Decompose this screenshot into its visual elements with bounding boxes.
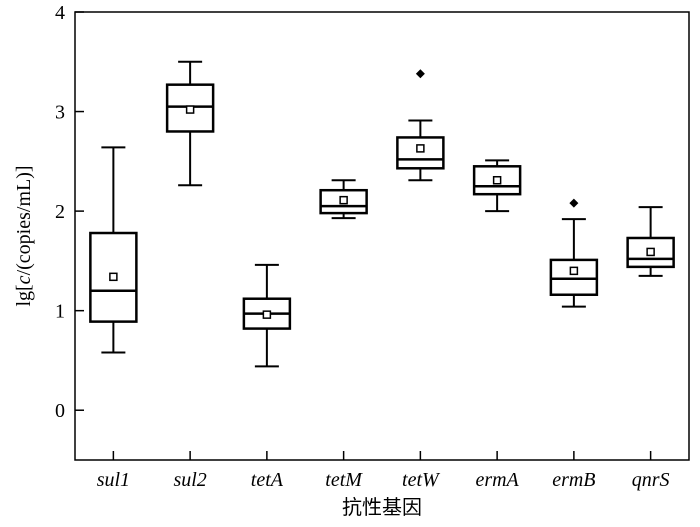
box-ermA xyxy=(472,159,522,213)
plot-area-frame xyxy=(74,11,690,461)
y-tick-label: 0 xyxy=(55,400,65,422)
x-tick-label: tetA xyxy=(251,469,284,491)
box-iqr xyxy=(396,136,445,170)
box-ermB xyxy=(549,198,599,308)
x-tick-label: ermA xyxy=(475,469,519,491)
box-series xyxy=(89,60,675,368)
box-qnrS xyxy=(626,206,675,277)
box-iqr xyxy=(89,231,138,323)
box-tetA xyxy=(242,263,292,368)
y-axis-title: lg[c/(copies/mL)] xyxy=(13,165,35,306)
y-tick-label: 3 xyxy=(55,102,65,124)
outlier-point xyxy=(569,198,579,208)
x-tick-label: qnrS xyxy=(632,469,670,491)
x-axis-title: 抗性基因 xyxy=(342,495,422,519)
x-tick-label: tetM xyxy=(325,469,363,491)
y-axis-title-suffix: /(copies/mL)] xyxy=(13,165,35,275)
x-tick-label: ermB xyxy=(552,469,595,491)
y-axis-title-variable: c xyxy=(13,275,35,284)
box-tetM xyxy=(319,179,368,220)
x-tick-label: sul2 xyxy=(173,469,206,491)
outlier-point xyxy=(415,69,425,79)
box-sul2 xyxy=(165,60,215,187)
y-tick-label: 4 xyxy=(55,2,65,24)
box-iqr xyxy=(549,258,599,296)
mean-marker xyxy=(569,266,579,276)
box-sul1 xyxy=(89,146,138,354)
x-tick-label: sul1 xyxy=(97,469,130,491)
mean-marker xyxy=(262,310,272,319)
mean-marker xyxy=(185,105,195,114)
x-tick-label: tetW xyxy=(402,469,441,491)
box-tetW xyxy=(396,69,445,182)
y-tick-label: 1 xyxy=(55,301,65,323)
y-axis-ticks: 0 1 2 3 4 xyxy=(55,2,84,422)
mean-marker xyxy=(492,175,502,185)
x-axis-ticks: sul1 sul2 tetA tetM tetW ermA ermB qnrS xyxy=(97,451,670,491)
box-iqr xyxy=(165,83,215,133)
y-axis-title-prefix: lg[ xyxy=(13,284,35,306)
y-tick-label: 2 xyxy=(55,201,65,223)
mean-marker xyxy=(109,272,118,282)
mean-marker xyxy=(339,195,348,205)
mean-marker xyxy=(646,247,655,257)
mean-marker xyxy=(416,144,425,153)
